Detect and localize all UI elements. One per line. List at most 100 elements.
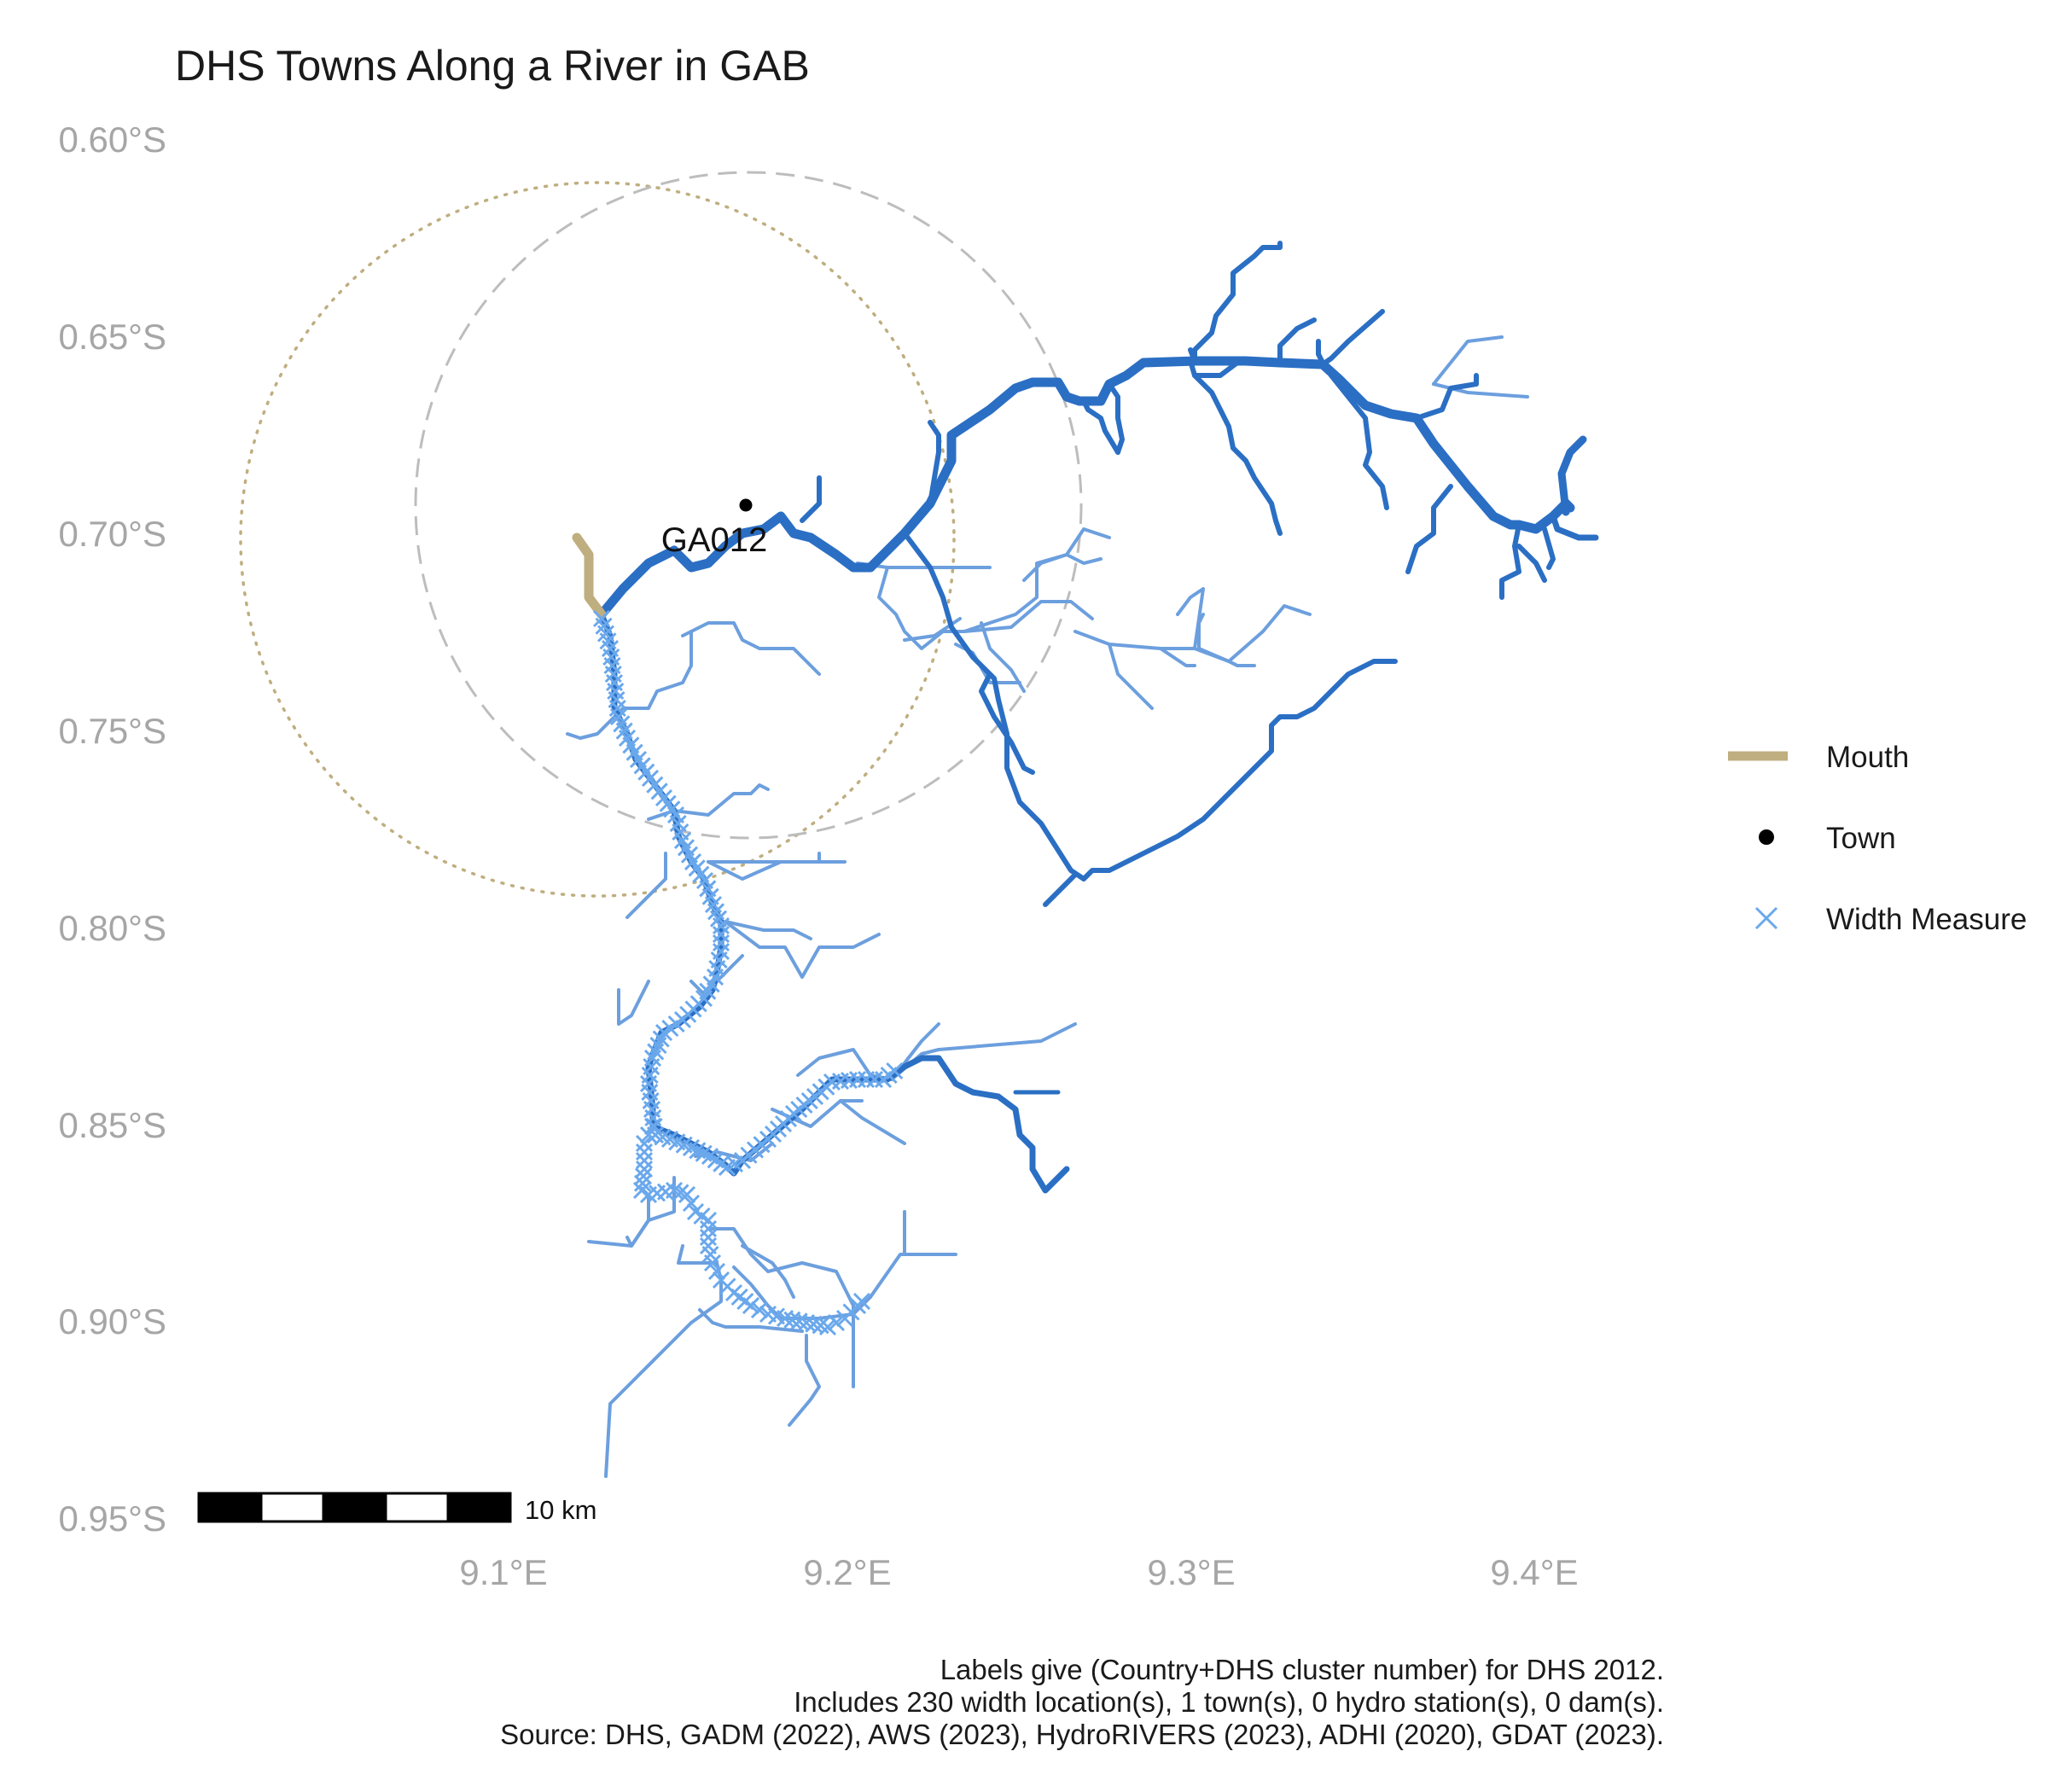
tributary [1159,647,1196,667]
tributary [1432,382,1529,399]
river-segment [1414,373,1479,421]
y-tick-label: 0.85°S [58,1105,166,1145]
scale-segment [259,1492,325,1523]
width-measure-point [633,1174,652,1192]
tributary [698,1308,804,1333]
river-main [596,241,1599,1194]
width-measure-point [678,1185,696,1204]
width-measure-point [634,1167,653,1185]
x-tick-label: 9.1°E [459,1552,547,1592]
legend-label: Width Measure [1826,903,2027,936]
tributary [1197,613,1231,663]
map-title: DHS Towns Along a River in GAB [175,42,810,90]
town-point [739,498,753,512]
legend-label: Town [1826,822,1896,855]
tributary [625,852,667,919]
width-measure-point [852,1292,871,1311]
river-segment [1081,399,1120,455]
river-segment [1320,309,1385,367]
tributary [788,1334,821,1427]
width-measure-point [742,1296,760,1315]
town-label: GA012 [661,521,768,559]
width-measure-point [635,1143,654,1161]
river-segment [1192,241,1283,364]
tributary [869,1253,957,1299]
river-segment [1516,544,1547,583]
river-segment [979,672,1035,775]
tributary [963,600,1094,633]
scale-segment [197,1492,263,1523]
tributary [1227,604,1312,663]
tributary [1432,335,1504,386]
caption-line: Labels give (Country+DHS cluster number)… [940,1654,1664,1685]
scale-segment [384,1492,450,1523]
river-segment [1329,373,1389,510]
width-measure-point [635,1160,654,1178]
tributary [724,920,812,940]
tributary [963,553,1103,633]
river-segment [1107,381,1125,455]
river-segment [1316,339,1334,378]
tributary [617,980,650,1026]
main-stem [1550,513,1599,541]
width-measure-point [699,1211,718,1230]
tributary [1073,630,1239,667]
tributary [625,1219,650,1248]
river-mouth [572,532,607,620]
x-tick-label: 9.4°E [1490,1552,1578,1592]
width-measure-point [886,1062,904,1080]
legend-symbol-town [1759,829,1774,845]
tributary [1065,527,1111,556]
legend-symbol-width [1754,906,1778,930]
river-segment [928,420,941,506]
main-stem [1557,435,1587,516]
width-measure-point [707,1262,726,1281]
y-tick-label: 0.75°S [58,711,166,751]
tributary [1227,660,1256,667]
tributary [1022,553,1068,582]
tributary [681,630,693,637]
legend-label: Mouth [1826,741,1909,774]
x-tick-label: 9.3°E [1147,1552,1235,1592]
main-stem [596,356,1575,620]
y-tick-label: 0.90°S [58,1301,166,1341]
width-measures [592,609,904,1336]
tributary [604,1278,723,1478]
river-segment [800,475,822,523]
caption: Labels give (Country+DHS cluster number)… [500,1654,1664,1750]
tributary [1176,587,1205,650]
y-tick-label: 0.95°S [58,1498,166,1539]
river-segment [1405,484,1453,574]
river-segment [1188,347,1197,364]
width-measure-point [827,1313,846,1332]
river-segment [1188,358,1240,378]
caption-line: Includes 230 width location(s), 1 town(s… [794,1686,1664,1718]
river-segment [902,531,1398,881]
buffer-circle-dotted [239,181,956,898]
buffer-circle-dashed [414,171,1083,840]
tributary [1108,643,1154,710]
scale-bar: 10 km [197,1492,596,1525]
river-segment [1542,527,1556,570]
x-axis: 9.1°E 9.2°E 9.3°E 9.4°E [459,1552,1578,1592]
river-segment [1192,373,1283,536]
caption-line: Source: DHS, GADM (2022), AWS (2023), Hy… [500,1719,1664,1750]
width-measure-point [639,1126,658,1144]
river-segment [1043,872,1078,907]
tributary [707,1227,855,1307]
x-tick-label: 9.2°E [803,1552,891,1592]
tributary [613,621,821,719]
width-measure-point [635,1151,654,1170]
tributary [741,1244,795,1299]
y-tick-label: 0.65°S [58,317,166,357]
river-tributaries [566,335,1529,1478]
y-tick-label: 0.80°S [58,908,166,948]
tributary [980,621,1026,693]
width-measure-point [750,1300,769,1319]
tributary [890,1022,1077,1081]
river-segment [1277,317,1317,365]
scale-bar-label: 10 km [525,1495,596,1525]
width-measure-point [818,1318,837,1336]
width-measure-point [643,1117,662,1136]
